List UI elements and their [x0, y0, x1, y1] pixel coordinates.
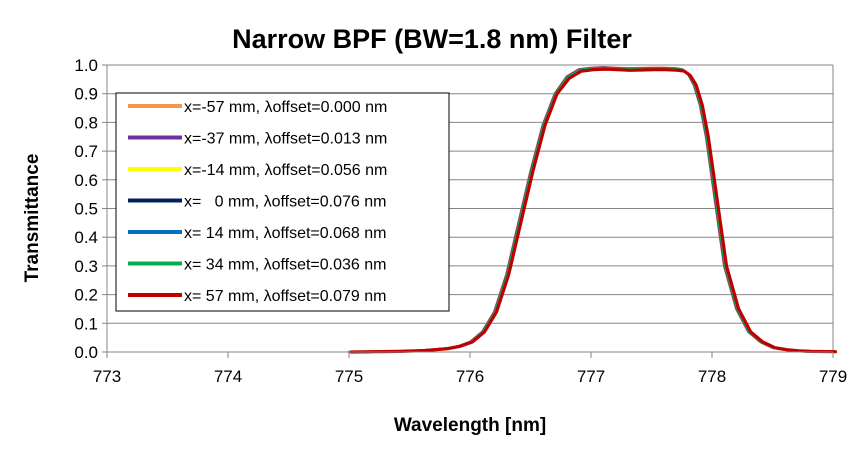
x-tick-label: 775: [335, 367, 363, 386]
y-tick-label: 0.5: [74, 200, 98, 219]
x-tick-label: 779: [819, 367, 847, 386]
legend-label: x=-37 mm, λoffset=0.013 nm: [184, 131, 387, 148]
x-ticks: 773 774 775 776 777 778 779: [93, 352, 847, 386]
x-tick-label: 778: [698, 367, 726, 386]
y-tick-label: 0.2: [74, 286, 98, 305]
y-tick-label: 0.8: [74, 113, 98, 132]
legend-label: x=-57 mm, λoffset=0.000 nm: [184, 99, 387, 116]
y-tick-label: 0.1: [74, 314, 98, 333]
x-tick-label: 773: [93, 367, 121, 386]
legend-label: x= 34 mm, λoffset=0.036 nm: [184, 257, 386, 274]
x-axis-label: Wavelength [nm]: [394, 415, 546, 436]
chart-title: Narrow BPF (BW=1.8 nm) Filter: [232, 24, 632, 54]
legend: x=-57 mm, λoffset=0.000 nm x=-37 mm, λoff…: [115, 92, 450, 312]
legend-label: x= 0 mm, λoffset=0.076 nm: [184, 194, 386, 211]
series-lines: [347, 66, 838, 354]
y-tick-label: 0.9: [74, 85, 98, 104]
series-line-7: [349, 67, 838, 354]
x-tick-label: 774: [214, 367, 242, 386]
y-tick-label: 0.3: [74, 257, 98, 276]
x-tick-label: 776: [456, 367, 484, 386]
y-ticks: 0.0 0.1 0.2 0.3 0.4 0.5 0.6 0.7 0.8 0.9 1.0: [74, 56, 107, 362]
legend-label: x= 14 mm, λoffset=0.068 nm: [184, 225, 386, 242]
y-tick-label: 0.0: [74, 343, 98, 362]
y-tick-label: 0.4: [74, 228, 98, 247]
x-tick-label: 777: [577, 367, 605, 386]
y-tick-label: 0.7: [74, 142, 98, 161]
y-tick-label: 0.6: [74, 171, 98, 190]
legend-label: x=-14 mm, λoffset=0.056 nm: [184, 162, 387, 179]
legend-label: x= 57 mm, λoffset=0.079 nm: [184, 288, 386, 305]
y-tick-label: 1.0: [74, 56, 98, 75]
y-axis-label: Transmittance: [22, 154, 43, 283]
